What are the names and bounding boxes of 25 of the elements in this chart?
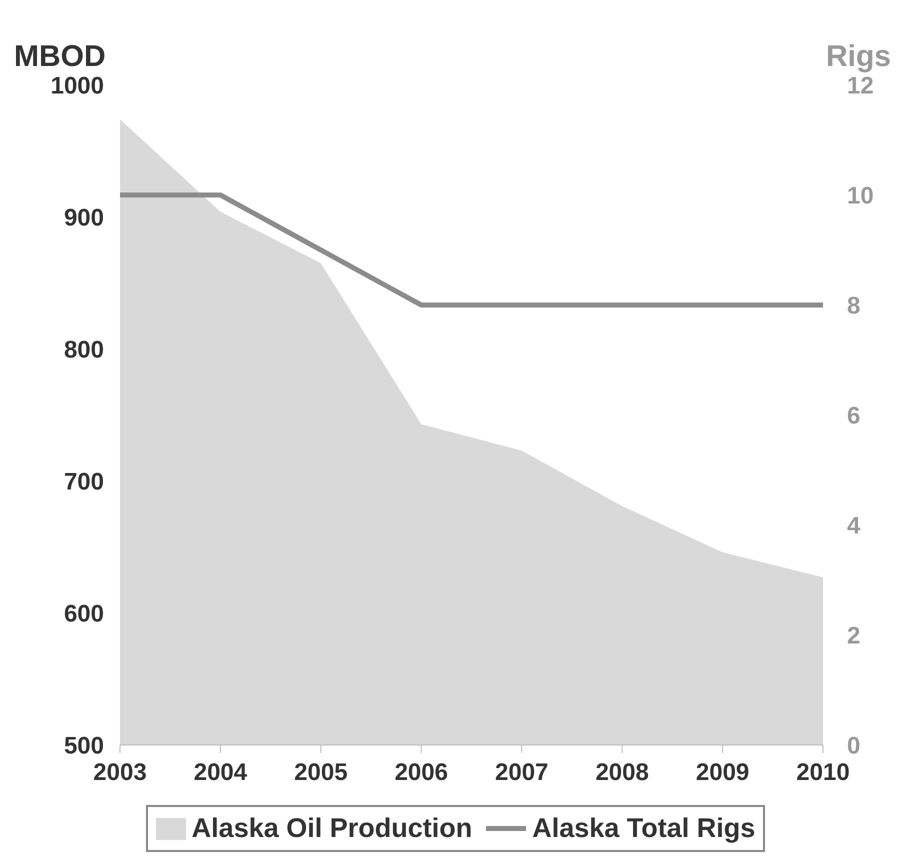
y-axis-title: MBOD [14,40,106,74]
x-tick-label: 2006 [394,759,448,786]
x-tick-label: 2009 [696,759,750,786]
x-tick-label: 2010 [796,759,850,786]
legend-label: Alaska Oil Production [190,813,472,844]
y2-tick-label: 6 [847,402,860,430]
y2-axis-title: Rigs [826,40,891,74]
y-tick-label: 700 [64,468,104,496]
legend-label: Alaska Total Rigs [531,813,756,844]
x-tick-label: 2005 [294,759,348,786]
y2-tick-label: 12 [847,72,874,100]
y2-tick-label: 0 [847,732,860,760]
y-tick-label: 800 [64,336,104,364]
y-tick-label: 600 [64,600,104,628]
x-tick-label: 2004 [194,759,248,786]
y-tick-label: 900 [64,204,104,232]
x-tick-label: 2008 [595,759,649,786]
x-tick-label: 2003 [93,759,147,786]
y-tick-label: 500 [64,732,104,760]
x-tick-label: 2007 [495,759,548,786]
y2-tick-label: 2 [847,622,860,650]
y2-tick-label: 8 [847,292,860,320]
y2-tick-label: 4 [847,512,861,540]
y-tick-label: 1000 [50,72,104,100]
y2-tick-label: 10 [847,182,874,210]
